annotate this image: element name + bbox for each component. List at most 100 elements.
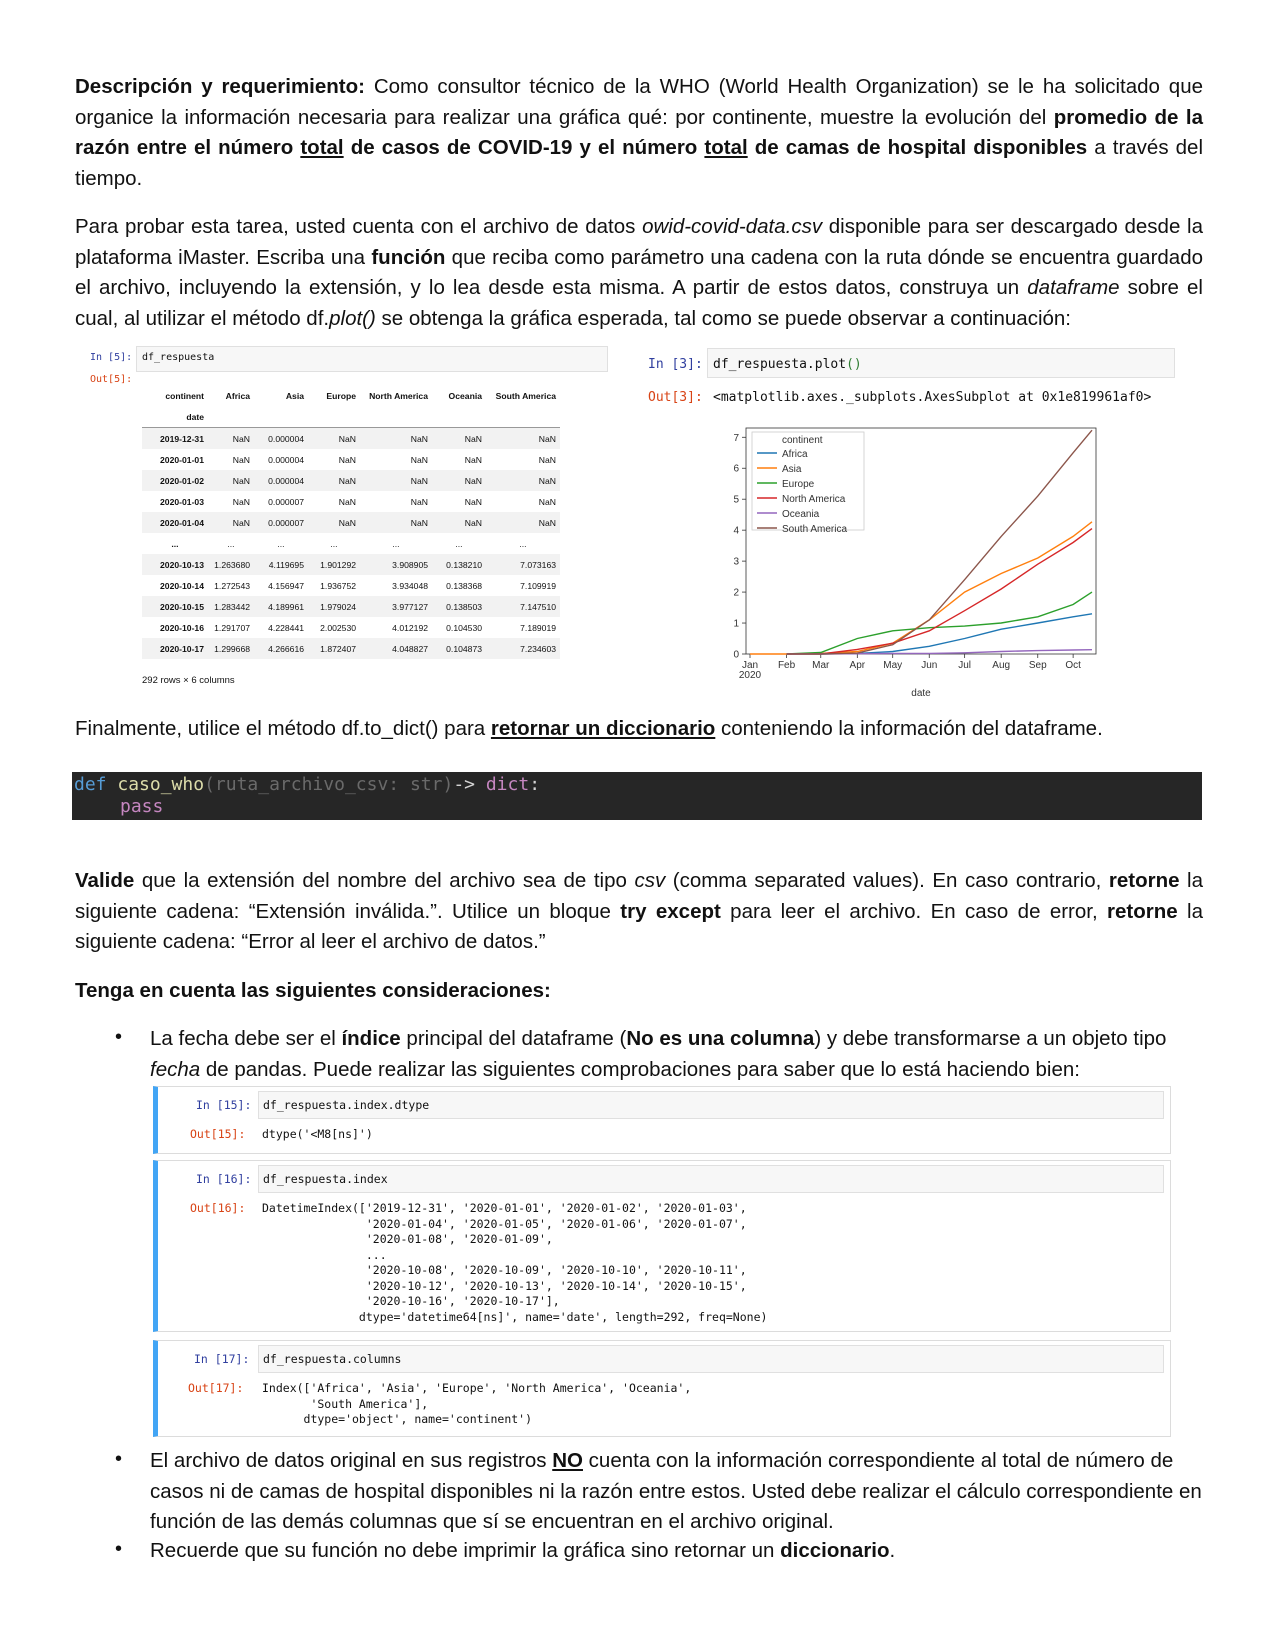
row-index: 2020-10-16 — [160, 622, 204, 633]
instructions-text: se obtenga la gráfica esperada, tal como… — [375, 306, 1071, 330]
row-index: 2020-10-17 — [160, 643, 204, 654]
function-signature-code: def caso_who(ruta_archivo_csv: str)-> di… — [72, 772, 1202, 820]
table-cell: 4.266616 — [268, 643, 304, 654]
row-index: 2020-01-03 — [160, 496, 204, 507]
table-cell: NaN — [464, 454, 482, 465]
instructions-paragraph: Para probar esta tarea, usted cuenta con… — [75, 212, 1203, 334]
bold-text: diccionario — [780, 1539, 890, 1562]
bold-text: función — [371, 245, 446, 269]
validation-text: que la extensión del nombre del archivo … — [134, 869, 635, 892]
table-cell: NaN — [232, 454, 250, 465]
legend-entry: Europe — [782, 479, 815, 490]
function-params: (ruta_archivo_csv: str) — [204, 774, 454, 795]
return-type: dict — [485, 774, 530, 795]
validation-text: para leer el archivo. En caso de error, — [720, 899, 1108, 923]
bold-text: promedio de la razón entre el número — [75, 105, 1203, 160]
table-cell: 0.000004 — [268, 475, 304, 486]
row-index: 2020-10-14 — [160, 580, 204, 591]
x-tick-label: Mar — [812, 660, 830, 671]
bullet-glyph: • — [115, 1448, 123, 1470]
col-header: Africa — [225, 390, 250, 401]
legend-entry: Oceania — [782, 509, 820, 520]
bullet-text: Recuerde que su función no debe imprimir… — [150, 1539, 781, 1562]
table-cell: NaN — [538, 454, 556, 465]
y-tick-label: 3 — [733, 557, 739, 568]
table-cell: 4.228441 — [268, 622, 304, 633]
row-index: 2020-01-02 — [160, 475, 204, 486]
bullet-text: ) y debe transformarse a un objeto tipo — [814, 1027, 1167, 1050]
table-cell: NaN — [410, 517, 428, 528]
table-cell: 3.934048 — [392, 580, 428, 591]
table-cell: NaN — [538, 517, 556, 528]
table-row: 2020-01-04 NaN 0.000007 NaN NaN NaN NaN — [142, 512, 560, 533]
notebook-cell-17: In [17]: df_respuesta.columns Out[17]: I… — [153, 1340, 1171, 1437]
code-parens: () — [846, 357, 862, 372]
table-cell: 1.901292 — [320, 559, 356, 570]
y-tick-label: 5 — [733, 495, 739, 506]
table-cell: 1.291707 — [214, 622, 250, 633]
table-cell: NaN — [338, 475, 356, 486]
table-cell: ... — [277, 538, 285, 549]
out-prompt: Out[17]: — [188, 1381, 244, 1395]
bullet-text: cuenta con la información correspondient… — [150, 1449, 1202, 1533]
instructions-text: sobre el cual, al utilizar el método df. — [75, 276, 1203, 330]
table-cell: 1.979024 — [320, 601, 356, 612]
row-index: 2020-01-01 — [160, 454, 204, 465]
table-cell: 1.299668 — [214, 643, 250, 654]
input-code: df_respuesta — [142, 352, 215, 363]
table-cell: 4.048827 — [392, 643, 428, 654]
table-cell: 0.000007 — [268, 517, 304, 528]
bold-text: No es una columna — [626, 1027, 815, 1050]
y-tick-label: 2 — [733, 588, 739, 599]
in-prompt: In [3]: — [648, 357, 703, 372]
y-tick-label: 6 — [733, 464, 739, 475]
table-cell: 1.872407 — [320, 643, 356, 654]
bullet-2-text: El archivo de datos original en sus regi… — [150, 1446, 1203, 1538]
notebook-cell-15: In [15]: df_respuesta.index.dtype Out[15… — [153, 1086, 1171, 1154]
description-lead: Descripción y requerimiento: — [75, 75, 365, 98]
bold-underlined-text: retornar un diccionario — [490, 717, 716, 740]
table-cell: NaN — [338, 517, 356, 528]
italic-text: dataframe — [1027, 276, 1120, 299]
bullet-3-text: Recuerde que su función no debe imprimir… — [150, 1536, 1203, 1567]
instructions-text: que reciba como parámetro una cadena con… — [75, 245, 1204, 300]
table-row: 2020-10-16 1.291707 4.228441 2.002530 4.0121… — [142, 617, 560, 638]
table-cell: 3.908905 — [392, 559, 428, 570]
table-cell: 7.147510 — [520, 601, 556, 612]
return-text: Finalmente, utilice el método df.to_dict… — [75, 717, 491, 740]
table-row: 2020-10-14 1.272543 4.156947 1.936752 3.9340… — [142, 575, 560, 596]
row-index: 2020-10-15 — [160, 601, 204, 612]
table-cell: NaN — [464, 475, 482, 486]
table-cell: 4.156947 — [268, 580, 304, 591]
table-cell: NaN — [538, 433, 556, 444]
table-cell: 0.138503 — [446, 601, 482, 612]
input-cell — [707, 348, 1175, 378]
row-count: 292 rows × 6 columns — [142, 675, 235, 686]
table-cell: 0.000004 — [268, 433, 304, 444]
validation-text: la siguiente cadena: “Extensión inválida… — [75, 869, 1204, 923]
table-row: 2020-01-03 NaN 0.000007 NaN NaN NaN NaN — [142, 491, 560, 512]
index-label: date — [186, 411, 204, 422]
table-cell: 1.283442 — [214, 601, 250, 612]
input-code: df_respuesta.index — [258, 1165, 1164, 1193]
series-line-north-america — [786, 528, 1093, 655]
code-line-1: def caso_who(ruta_archivo_csv: str)-> di… — [74, 773, 540, 797]
x-tick-label: Sep — [1029, 660, 1047, 671]
bold-text: retorne — [1108, 869, 1180, 892]
out-prompt: Out[5]: — [90, 374, 133, 385]
table-cell: NaN — [464, 433, 482, 444]
colon: : — [529, 774, 541, 795]
x-tick-label: Jul — [958, 660, 971, 671]
table-cell: 3.977127 — [392, 601, 428, 612]
table-cell: 0.104873 — [446, 643, 482, 654]
notebook-cell-16: In [16]: df_respuesta.index Out[16]: Dat… — [153, 1160, 1171, 1332]
x-tick-label: Apr — [850, 660, 866, 671]
bold-text: de casos de COVID-19 y el número — [343, 136, 705, 159]
table-cell: NaN — [410, 433, 428, 444]
table-cell: NaN — [338, 454, 356, 465]
in-prompt: In [15]: — [196, 1098, 252, 1112]
validation-text: la siguiente cadena: “Error al leer el a… — [75, 899, 1204, 954]
x-tick-label: Jan — [742, 660, 758, 671]
table-cell: 1.936752 — [320, 580, 356, 591]
